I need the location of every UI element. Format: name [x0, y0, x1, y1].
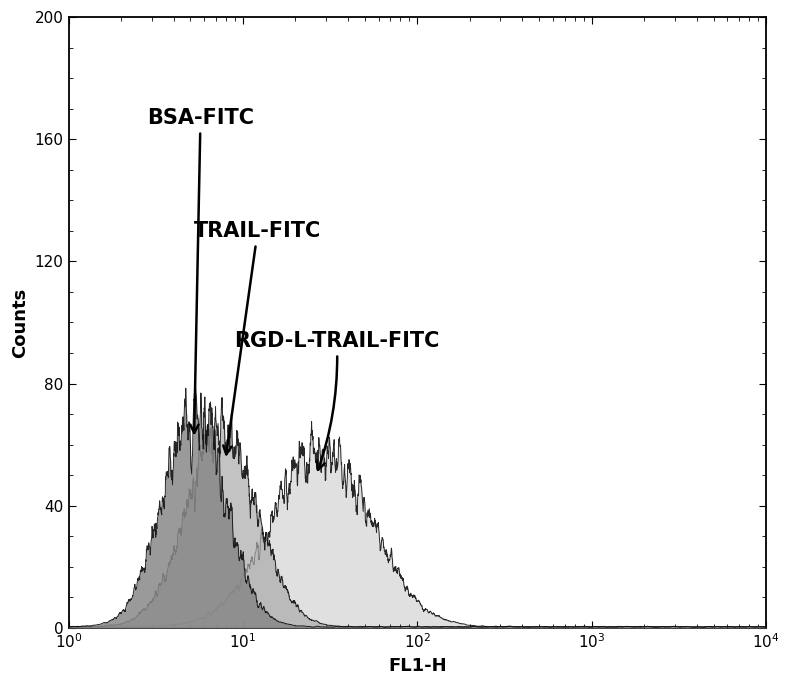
- X-axis label: FL1-H: FL1-H: [388, 657, 447, 675]
- Text: BSA-FITC: BSA-FITC: [147, 108, 254, 433]
- Text: TRAIL-FITC: TRAIL-FITC: [194, 221, 321, 454]
- Text: RGD-L-TRAIL-FITC: RGD-L-TRAIL-FITC: [234, 331, 440, 470]
- Y-axis label: Counts: Counts: [11, 287, 29, 357]
